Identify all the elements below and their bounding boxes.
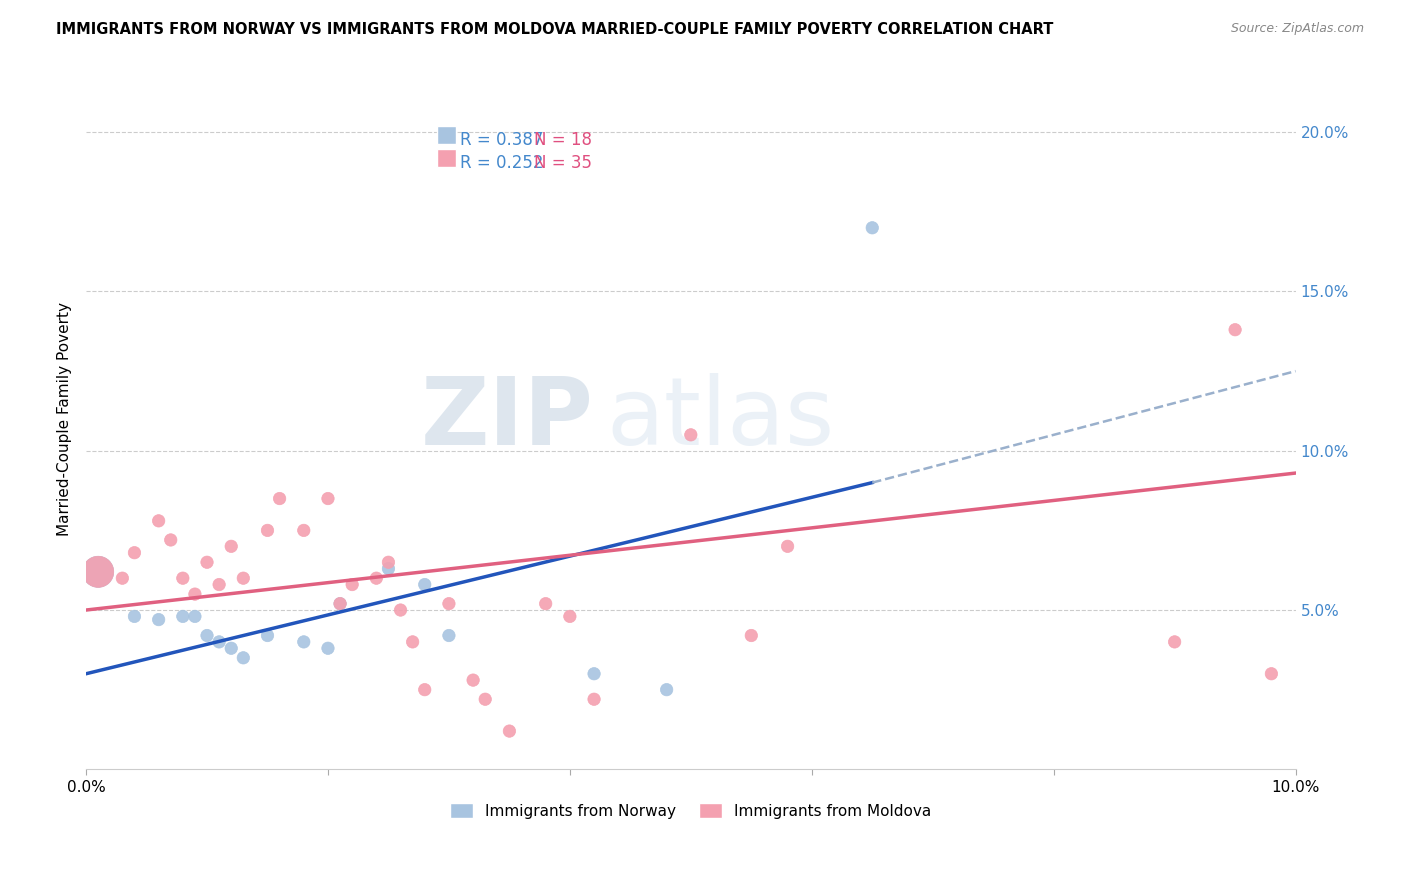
Point [87,565,110,579]
Point [1163,635,1185,649]
Point [461,673,484,687]
Point [679,427,702,442]
Point [377,561,399,575]
Point [195,555,218,569]
Point [269,491,291,506]
Legend: Immigrants from Norway, Immigrants from Moldova: Immigrants from Norway, Immigrants from … [444,797,938,825]
Point [389,603,412,617]
Text: atlas: atlas [606,373,834,465]
Point [292,524,315,538]
Point [474,692,496,706]
Point [184,609,207,624]
Point [124,546,146,560]
Point [329,597,352,611]
Text: N = 35: N = 35 [534,154,592,172]
Point [292,635,315,649]
Point [1223,323,1246,337]
Point [172,609,194,624]
Point [740,628,762,642]
Point [232,571,254,585]
Point [498,724,520,739]
Point [377,555,399,569]
Point [111,571,134,585]
Point [172,571,194,585]
Point [316,491,339,506]
Point [124,609,146,624]
Point [219,539,242,553]
Y-axis label: Married-Couple Family Poverty: Married-Couple Family Poverty [58,301,72,536]
Point [148,514,170,528]
Point [340,577,363,591]
Text: N = 18: N = 18 [534,131,592,149]
Point [256,628,278,642]
Point [329,597,352,611]
Point [148,613,170,627]
Point [776,539,799,553]
Point [437,597,460,611]
Point [413,682,436,697]
Point [534,597,557,611]
Point [401,635,423,649]
Point [583,692,606,706]
Text: R = 0.387: R = 0.387 [460,131,543,149]
Text: ZIP: ZIP [422,373,595,465]
Point [583,666,606,681]
Point [87,565,110,579]
Text: IMMIGRANTS FROM NORWAY VS IMMIGRANTS FROM MOLDOVA MARRIED-COUPLE FAMILY POVERTY : IMMIGRANTS FROM NORWAY VS IMMIGRANTS FRO… [56,22,1053,37]
Point [437,628,460,642]
Point [232,650,254,665]
Point [219,641,242,656]
Point [413,577,436,591]
Point [316,641,339,656]
Point [655,682,678,697]
Point [208,635,231,649]
Point [159,533,181,547]
Point [1260,666,1282,681]
Point [208,577,231,591]
Point [184,587,207,601]
Point [860,220,883,235]
Point [195,628,218,642]
Text: Source: ZipAtlas.com: Source: ZipAtlas.com [1230,22,1364,36]
Point [366,571,388,585]
Point [256,524,278,538]
Text: R = 0.252: R = 0.252 [460,154,543,172]
Point [558,609,581,624]
